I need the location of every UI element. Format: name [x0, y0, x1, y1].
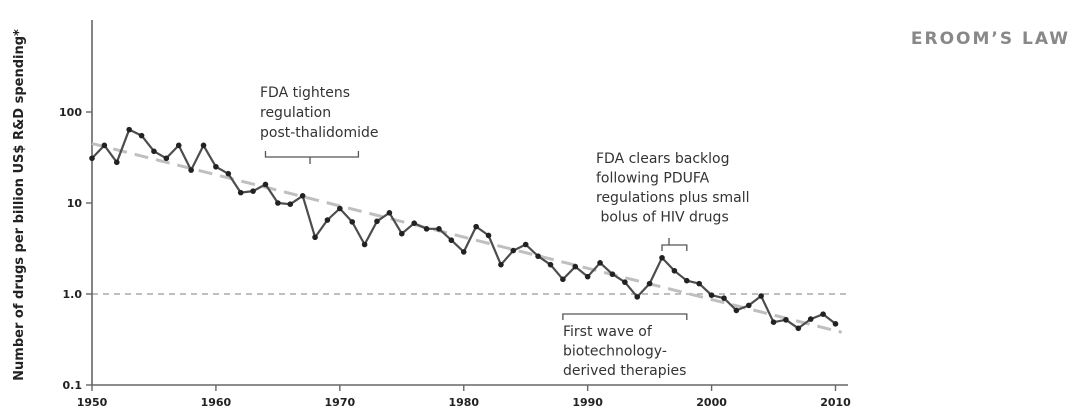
data-point — [337, 205, 343, 212]
data-point — [522, 241, 529, 248]
annotation-text: FDA clears backlog following PDUFA regulat… — [596, 151, 750, 226]
annotation-text: FDA tightens regulation post-thalidomide — [260, 85, 379, 141]
annotation-line: biotechnology- — [563, 344, 667, 360]
data-point — [795, 325, 802, 332]
data-point — [312, 234, 318, 241]
data-point — [138, 132, 145, 139]
data-point — [535, 253, 541, 260]
annotation-line: following PDUFA — [596, 171, 710, 187]
data-point — [448, 237, 455, 244]
annotation-line: FDA clears backlog — [596, 151, 730, 167]
data-point — [634, 294, 641, 300]
data-point — [609, 271, 616, 278]
y-tick-label: 100 — [59, 106, 82, 119]
data-point — [398, 230, 405, 237]
data-point — [646, 280, 653, 287]
x-tick-label: 2010 — [820, 396, 851, 409]
annotation-bracket — [264, 151, 360, 158]
data-point — [733, 307, 740, 314]
data-point — [237, 189, 244, 196]
data-point — [721, 295, 727, 301]
data-point — [386, 210, 393, 216]
data-point — [213, 163, 219, 170]
data-point — [671, 267, 678, 274]
data-point — [287, 201, 294, 208]
trend-line — [91, 142, 843, 334]
data-point — [745, 302, 752, 309]
data-point — [324, 217, 331, 223]
data-point — [101, 142, 108, 149]
y-tick-label: 10 — [67, 197, 83, 210]
data-point — [299, 192, 306, 199]
y-tick-label: 1.0 — [63, 288, 83, 301]
data-point — [225, 170, 232, 177]
annotation-line: regulations plus small — [596, 190, 750, 206]
data-point — [783, 317, 789, 323]
data-point — [460, 249, 467, 255]
data-point — [510, 247, 517, 254]
x-tick-label: 1990 — [572, 396, 603, 409]
data-point — [436, 226, 442, 232]
data-point — [758, 293, 764, 299]
annotation-bracket — [562, 313, 688, 320]
data-point — [659, 254, 665, 261]
data-point — [200, 142, 207, 149]
data-point — [597, 260, 603, 266]
data-point — [163, 155, 170, 162]
data-point — [423, 226, 430, 232]
data-point — [126, 126, 132, 133]
data-point — [807, 316, 814, 322]
data-point — [708, 292, 715, 299]
data-point — [820, 311, 826, 317]
data-point — [684, 277, 690, 284]
chart-title: EROOM’S LAW — [911, 29, 1070, 49]
data-point — [473, 223, 479, 230]
data-point — [89, 155, 95, 162]
data-point — [547, 261, 554, 268]
y-tick-label: 0.1 — [63, 379, 83, 392]
data-point — [696, 280, 702, 287]
data-point — [262, 181, 269, 188]
data-point — [411, 220, 417, 226]
annotation-line: derived therapies — [563, 363, 686, 379]
data-point — [250, 188, 256, 194]
data-point — [560, 276, 566, 283]
data-point — [349, 219, 356, 225]
y-axis-label: Number of drugs per billion US$ R&D spen… — [12, 29, 27, 381]
data-point — [361, 241, 368, 248]
annotation-line: bolus of HIV drugs — [596, 210, 729, 226]
data-point — [498, 261, 504, 268]
annotation-line: FDA tightens — [260, 85, 350, 101]
data-point — [151, 148, 157, 155]
data-point — [770, 319, 777, 325]
data-point — [113, 159, 120, 166]
data-point — [175, 142, 182, 149]
data-point — [584, 273, 591, 280]
annotation-text: First wave of biotechnology-derived thera… — [563, 324, 686, 379]
annotation-bracket — [661, 244, 688, 251]
data-point — [832, 321, 839, 327]
data-point — [374, 218, 380, 225]
annotation-line: regulation — [260, 105, 331, 121]
data-point — [622, 279, 628, 285]
x-tick-label: 1960 — [201, 396, 232, 409]
data-point — [485, 232, 492, 239]
annotation-line: First wave of — [563, 324, 653, 340]
annotation-line: post-thalidomide — [260, 125, 379, 141]
x-tick-label: 2000 — [696, 396, 727, 409]
data-point — [275, 200, 281, 206]
data-point — [572, 263, 579, 270]
x-tick-label: 1970 — [325, 396, 356, 409]
x-tick-label: 1950 — [77, 396, 108, 409]
x-tick-label: 1980 — [448, 396, 479, 409]
data-point — [188, 167, 194, 173]
